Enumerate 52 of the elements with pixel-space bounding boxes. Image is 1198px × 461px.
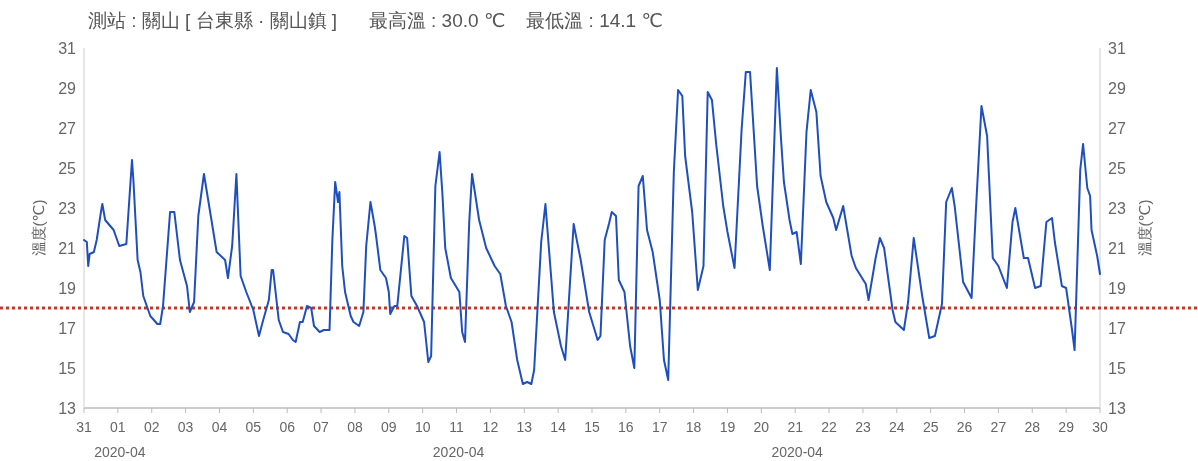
x-tick-label: 13 [516, 419, 533, 435]
y-tick-label: 23 [58, 200, 77, 217]
x-tick-label: 09 [381, 419, 397, 435]
x-tick-label: 14 [550, 419, 567, 435]
x-tick-label: 28 [1024, 419, 1041, 435]
y-tick-label: 29 [58, 80, 77, 97]
x-tick-label: 27 [990, 419, 1007, 435]
y2-tick-label: 31 [1108, 40, 1126, 57]
x-tick-label: 05 [245, 419, 262, 435]
x-tick-label: 04 [211, 419, 228, 435]
y-tick-label: 13 [58, 400, 77, 417]
x-tick-label: 07 [313, 419, 330, 435]
x-tick-label: 03 [177, 419, 194, 435]
chart-title: 測站 : 關山 [ 台東縣 · 關山鎮 ] 最高溫 : 30.0 ℃ 最低溫 : 14.1 ℃ [88, 10, 663, 31]
x-tick-label: 30 [1092, 419, 1108, 435]
y2-tick-label: 23 [1108, 200, 1126, 217]
y-tick-label: 21 [58, 240, 77, 257]
x-tick-label: 18 [685, 419, 702, 435]
x-tick-label: 08 [347, 419, 363, 435]
y2-tick-label: 25 [1108, 160, 1126, 177]
y-tick-label: 27 [58, 120, 77, 137]
y-tick-label: 17 [58, 320, 77, 337]
x-tick-label: 12 [482, 419, 499, 435]
x-tick-label: 17 [651, 419, 668, 435]
x-tick-label: 26 [956, 419, 973, 435]
x-tick-label: 06 [279, 419, 296, 435]
x-tick-label: 15 [584, 419, 600, 435]
y2-axis-title: 溫度(℃) [1136, 199, 1153, 257]
x-tick-label: 23 [855, 419, 871, 435]
y2-tick-label: 13 [1108, 400, 1126, 417]
x-tick-label: 20 [753, 419, 770, 435]
x-tick-label: 19 [719, 419, 736, 435]
y2-tick-label: 29 [1108, 80, 1126, 97]
y2-tick-label: 27 [1108, 120, 1126, 137]
x-tick-label: 02 [143, 419, 160, 435]
x-tick-label: 31 [76, 419, 92, 435]
y-tick-label: 25 [58, 160, 77, 177]
x-tick-label: 29 [1058, 419, 1075, 435]
y-axis-title: 溫度(℃) [30, 199, 47, 257]
y2-tick-label: 19 [1108, 280, 1126, 297]
y-tick-label: 31 [58, 40, 77, 57]
line-series [83, 67, 1101, 385]
y-tick-label: 19 [58, 280, 77, 297]
x-tick-label: 16 [618, 419, 634, 435]
y2-tick-label: 15 [1108, 360, 1126, 377]
x-tick-label: 25 [922, 419, 939, 435]
x-tick-label: 24 [889, 419, 905, 435]
x-tick-label: 22 [821, 419, 838, 435]
x-tick-label: 10 [414, 419, 431, 435]
y2-tick-label: 17 [1108, 320, 1126, 337]
y-tick-label: 15 [58, 360, 77, 377]
y2-tick-label: 21 [1108, 240, 1126, 257]
